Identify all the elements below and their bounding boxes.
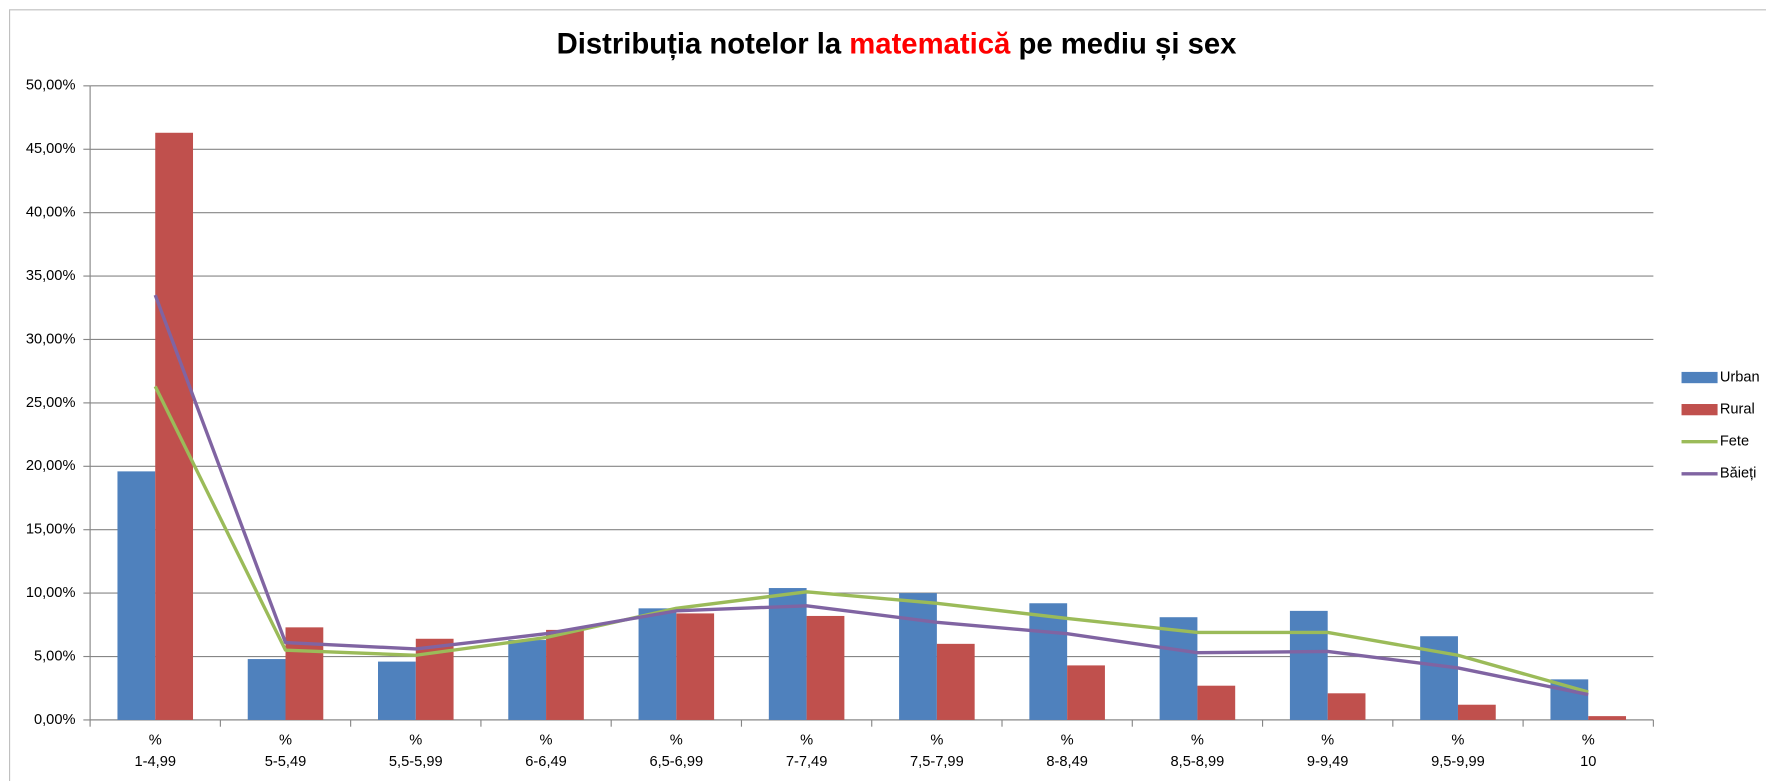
x-tick-label-box: % 6,5-6,99 [649, 731, 704, 770]
x-tick-label-box: % 7,5-7,99 [909, 731, 964, 770]
y-tick-label: 30,00% [26, 331, 76, 347]
bar [1457, 704, 1496, 720]
bar [508, 640, 547, 720]
y-tick-label: 25,00% [26, 395, 76, 411]
x-tick-label: % 8-8,49 [1046, 731, 1088, 770]
x-tick-label-box: % 9-9,49 [1306, 731, 1349, 770]
bar [1159, 617, 1198, 720]
bar [676, 613, 715, 720]
bar [1029, 603, 1068, 720]
x-tick-label: % 5-5,49 [264, 731, 307, 770]
line [153, 385, 1589, 694]
title-part: matematică [849, 27, 1011, 60]
x-tick-label-box: % 10 [1580, 731, 1597, 770]
y-tick-label: 15,00% [26, 522, 76, 538]
x-tick-label-box: % 8,5-8,99 [1170, 731, 1225, 770]
bar [546, 629, 584, 720]
y-tick-label: 50,00% [26, 78, 76, 94]
bar [768, 588, 807, 720]
legend-label: Rural [1720, 402, 1755, 418]
x-tick-label: % 10 [1580, 731, 1597, 770]
x-tick-label: % 6,5-6,99 [649, 731, 704, 770]
x-tick-label: % 7,5-7,99 [909, 731, 964, 770]
x-tick-label-box: % 1-4,99 [134, 731, 176, 770]
legend-swatch [1681, 371, 1718, 384]
x-tick-label: % 6-6,49 [525, 731, 567, 770]
title-part: pe mediu și sex [1010, 27, 1237, 60]
bar [936, 643, 975, 720]
legend-label: Urban [1720, 369, 1760, 385]
bar [638, 608, 677, 720]
legend-swatch [1681, 404, 1718, 416]
bar [1197, 685, 1236, 720]
legend-label: Băieți [1720, 466, 1757, 482]
x-tick-label-box: % 9,5-9,99 [1431, 731, 1485, 770]
legend-label: Fete [1720, 434, 1749, 450]
chart-title: Distribuția notelor la matematică pe med… [557, 27, 1238, 60]
y-tick-label: 45,00% [26, 141, 76, 157]
x-tick-label-box: % 5-5,49 [264, 731, 307, 770]
bar [1327, 693, 1366, 720]
x-tick-label-box: % 5,5-5,99 [388, 731, 443, 770]
x-tick-label: % 9-9,49 [1306, 731, 1349, 770]
x-tick-label-box: % 6-6,49 [525, 731, 567, 770]
x-tick-label-box: % 7-7,49 [785, 731, 828, 770]
y-tick-label: 40,00% [26, 205, 76, 221]
x-tick-label: % 8,5-8,99 [1170, 731, 1225, 770]
y-tick-label: 10,00% [26, 585, 76, 601]
bar [247, 659, 286, 720]
x-tick-label-box: % 8-8,49 [1046, 731, 1088, 770]
x-tick-label: % 7-7,49 [785, 731, 828, 770]
bar [1067, 665, 1105, 720]
x-tick-label: % 5,5-5,99 [388, 731, 443, 770]
x-tick-label: % 1-4,99 [134, 731, 176, 770]
y-tick-label: 0,00% [34, 712, 75, 728]
x-tick-label: % 9,5-9,99 [1431, 731, 1485, 770]
bar [1588, 716, 1627, 720]
y-tick-label: 20,00% [26, 458, 76, 474]
y-tick-label: 5,00% [34, 648, 75, 664]
bar [806, 615, 845, 720]
bar [117, 471, 156, 720]
bar [899, 593, 937, 720]
line [153, 294, 1589, 697]
title-part: Distribuția notelor la [557, 27, 850, 60]
bar [1289, 610, 1328, 720]
y-tick-label: 35,00% [26, 268, 76, 284]
bar [378, 661, 416, 720]
